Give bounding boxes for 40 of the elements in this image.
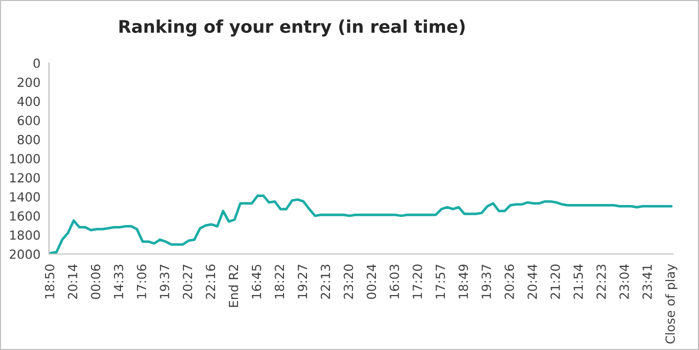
x-tick-label: 16:03	[390, 264, 400, 298]
x-tick-label: 16:45	[252, 264, 262, 298]
x-tick-label: 19:37	[482, 264, 492, 298]
x-tick-label: 00:24	[366, 264, 376, 299]
x-tick-label: 17:06	[136, 264, 146, 298]
x-tick-label: 20:26	[504, 264, 514, 299]
y-tick-label: 1000	[10, 154, 40, 164]
x-tick-label: 22:23	[596, 264, 606, 299]
x-tick-label: 23:04	[619, 264, 629, 299]
y-tick-label: 1600	[10, 211, 40, 221]
x-tick-label: 19:27	[298, 264, 308, 298]
x-tick-label: 21:20	[550, 264, 560, 299]
x-tick-label: 18:49	[458, 264, 468, 298]
x-tick-label: 00:06	[90, 264, 100, 299]
x-tick-label: 18:50	[44, 264, 54, 298]
x-tick-label: 20:27	[182, 264, 192, 299]
x-tick-label: 18:22	[274, 264, 284, 298]
x-tick-label: 14:33	[114, 264, 124, 298]
x-tick-label: 17:57	[436, 264, 446, 298]
x-tick-label: End R2	[228, 264, 238, 307]
x-tick-label: 19:37	[160, 264, 170, 298]
x-tick-label: 22:16	[206, 264, 216, 299]
y-tick-label: 1200	[10, 173, 40, 183]
y-tick-label: 800	[18, 134, 40, 144]
x-tick-label: 23:20	[344, 264, 354, 299]
x-tick-label: Close of play	[665, 264, 678, 344]
x-tick-label: 20:14	[68, 264, 78, 299]
y-tick-label: 1800	[10, 230, 40, 240]
x-tick-label: 22:13	[320, 264, 330, 299]
x-tick-label: 23:41	[642, 264, 652, 299]
y-tick-label: 600	[18, 116, 40, 126]
x-tick-label: 17:20	[412, 264, 422, 298]
y-tick-label: 2000	[10, 249, 40, 259]
y-tick-label: 1400	[10, 192, 40, 202]
y-tick-label: 400	[17, 96, 40, 106]
y-tick-label: 0	[34, 58, 40, 68]
y-tick-label: 200	[18, 78, 40, 88]
x-tick-label: 20:44	[528, 264, 538, 299]
chart-title: Ranking of your entry (in real time)	[119, 20, 465, 36]
x-tick-label: 21:54	[574, 264, 583, 299]
